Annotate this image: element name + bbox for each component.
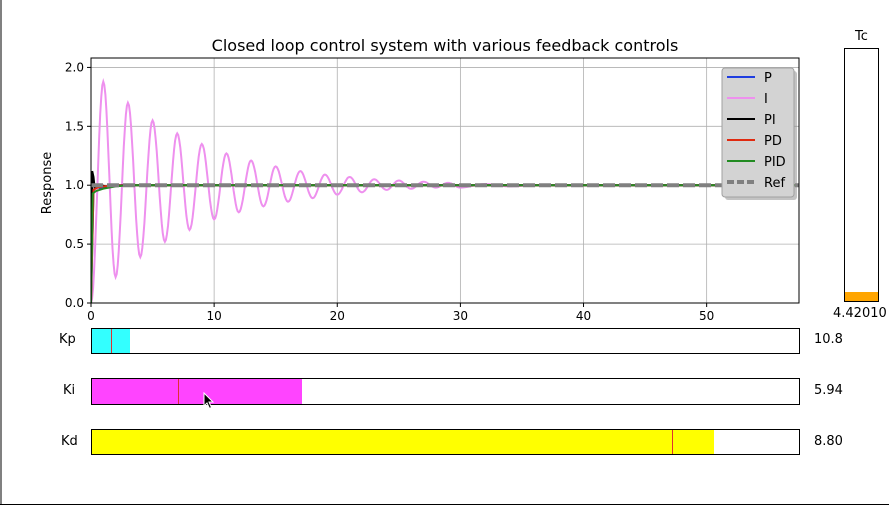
x-tick-label: 30 (453, 309, 468, 323)
y-tick-label: 1.0 (65, 178, 84, 192)
kp-value: 10.8 (814, 332, 843, 347)
series-line-pi (91, 170, 799, 303)
legend-label-p: P (764, 71, 772, 86)
kd-slider[interactable] (91, 429, 800, 455)
x-tick-label: 20 (330, 309, 345, 323)
response-plot-axes: 0 10 20 30 40 50 0.0 0.5 1.0 1.5 2.0 PI PI PD PID Ref (65, 57, 800, 323)
kp-slider[interactable] (91, 328, 800, 354)
y-tick-label: 0.0 (65, 296, 84, 310)
kd-slider-initial-marker (672, 430, 674, 454)
y-tick-label: 2.0 (65, 60, 84, 74)
kd-label: Kd (61, 434, 78, 449)
kp-slider-initial-marker (111, 329, 113, 353)
x-tick-label: 0 (87, 309, 95, 323)
mouse-pointer-icon (203, 392, 215, 410)
legend-label-pi: PI (764, 113, 776, 128)
ki-slider[interactable] (91, 378, 800, 405)
x-tick-label: 50 (699, 309, 714, 323)
x-tick-label: 10 (206, 309, 221, 323)
tc-label: Tc (855, 29, 868, 44)
legend-label-pd: PD (764, 134, 782, 149)
ki-slider-initial-marker (177, 379, 179, 404)
y-axis-label: Response (40, 152, 55, 214)
ki-value: 5.94 (814, 383, 843, 398)
legend-label-ref: Ref (764, 176, 785, 191)
x-tick-label: 40 (576, 309, 591, 323)
plot-frame (90, 57, 800, 304)
kp-label: Kp (59, 332, 76, 347)
kd-value: 8.80 (814, 434, 843, 449)
plot-title: Closed loop control system with various … (212, 36, 679, 55)
ki-label: Ki (63, 383, 76, 398)
tc-slider-fill (845, 292, 878, 301)
tc-slider[interactable] (844, 48, 879, 302)
tc-value: 4.42010 (833, 306, 887, 321)
legend-label-pid: PID (764, 155, 786, 170)
ki-slider-fill (92, 379, 302, 404)
y-tick-label: 1.5 (65, 119, 84, 133)
legend-label-i: I (764, 92, 768, 107)
kd-slider-fill (92, 430, 715, 454)
y-tick-label: 0.5 (65, 237, 84, 251)
legend-box (721, 67, 795, 198)
series-line-i (91, 77, 799, 303)
